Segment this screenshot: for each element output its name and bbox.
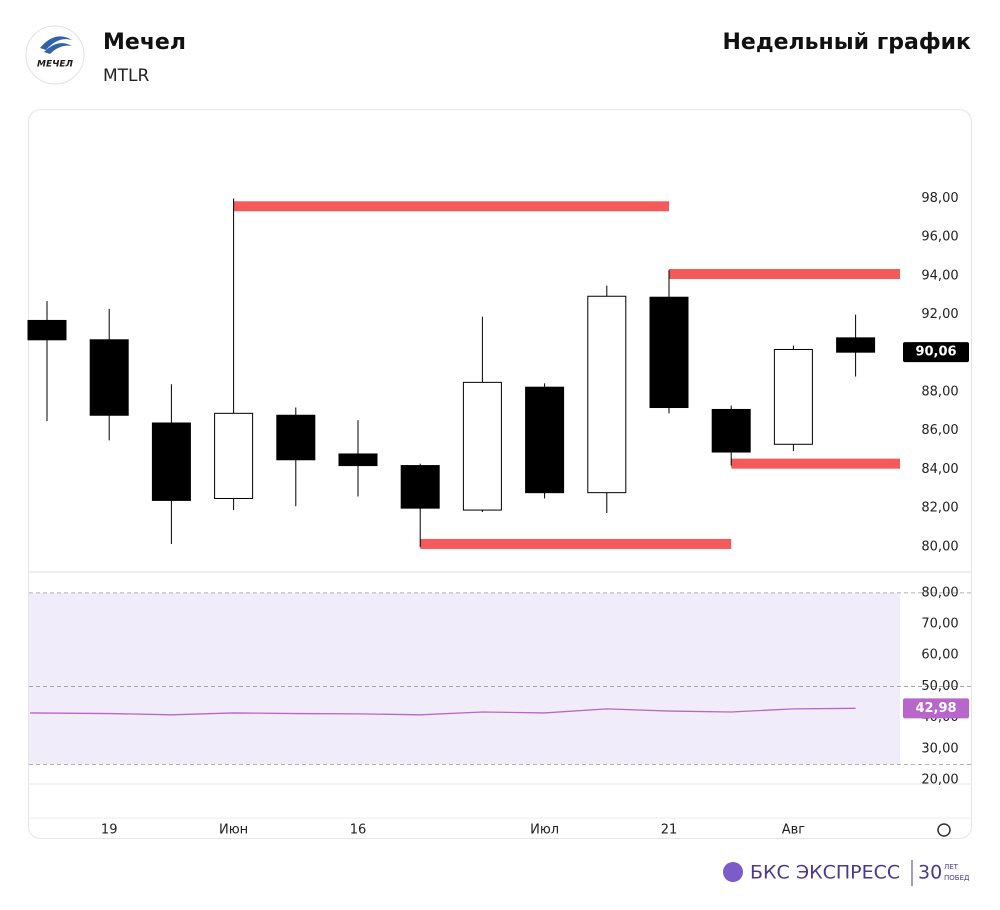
- candle-body: [214, 412, 254, 499]
- last-price-box: [903, 342, 969, 363]
- level: [669, 269, 900, 279]
- rsi-value-label: 42,98: [915, 701, 956, 716]
- logo-circle: [25, 25, 85, 85]
- y-tick-label: 80,00: [921, 539, 958, 554]
- settings-icon[interactable]: [937, 823, 951, 837]
- x-tick-label: 16: [350, 823, 367, 838]
- y-tick-label: 60,00: [921, 648, 958, 663]
- candle-body: [27, 319, 67, 341]
- candle-body: [462, 381, 502, 511]
- rsi-value-box: [903, 698, 969, 719]
- brand-years-word: ЛЕТ: [944, 863, 959, 871]
- logo-text: МЕЧЕЛ: [37, 60, 74, 70]
- logo-mark: [40, 36, 72, 54]
- candle-body: [89, 339, 129, 416]
- y-tick-label: 88,00: [921, 385, 958, 400]
- x-tick-label: Июн: [219, 823, 248, 838]
- x-tick-label: 21: [661, 823, 678, 838]
- brand: БКС ЭКСПРЕСС: [750, 862, 900, 884]
- y-tick-label: 94,00: [921, 268, 958, 283]
- y-tick-label: 80,00: [921, 585, 958, 600]
- y-tick-label: 70,00: [921, 617, 958, 632]
- candle-body: [836, 337, 876, 353]
- y-tick-label: 92,00: [921, 307, 958, 322]
- y-tick-label: 20,00: [921, 772, 958, 787]
- candle-body: [400, 465, 440, 509]
- candle-body: [276, 414, 316, 461]
- candle-body: [151, 422, 191, 501]
- candle-body: [773, 348, 813, 445]
- rsi-band: [29, 592, 900, 765]
- plot: 80,0082,0084,0086,0088,0090,0092,0094,00…: [27, 191, 971, 838]
- brand-years-sub: ПОБЕД: [944, 874, 970, 882]
- x-tick-label: 19: [101, 823, 118, 838]
- ticker: MTLR: [103, 66, 150, 86]
- y-tick-label: 96,00: [921, 230, 958, 245]
- y-tick-label: 30,00: [921, 741, 958, 756]
- level: [420, 538, 732, 549]
- y-tick-label: 84,00: [921, 462, 958, 477]
- rsi-line: [29, 707, 856, 716]
- brand-logo: [723, 862, 743, 882]
- last-price-label: 90,06: [915, 345, 956, 360]
- y-tick-label: 98,00: [921, 191, 958, 206]
- y-tick-label: 50,00: [921, 679, 958, 694]
- y-tick-label: 82,00: [921, 501, 958, 516]
- level: [731, 458, 900, 469]
- candle-body: [525, 386, 565, 494]
- x-tick-label: Июл: [530, 823, 559, 838]
- y-tick-label: 86,00: [921, 423, 958, 438]
- candle-body: [649, 296, 689, 409]
- brand-years: 30: [918, 862, 942, 884]
- period: Недельный график: [723, 30, 972, 55]
- candle-body: [338, 453, 378, 467]
- candle-body: [587, 295, 627, 494]
- title: Мечел: [103, 30, 186, 55]
- level: [233, 201, 669, 212]
- candle-body: [711, 408, 751, 453]
- x-tick-label: Авг: [782, 823, 806, 838]
